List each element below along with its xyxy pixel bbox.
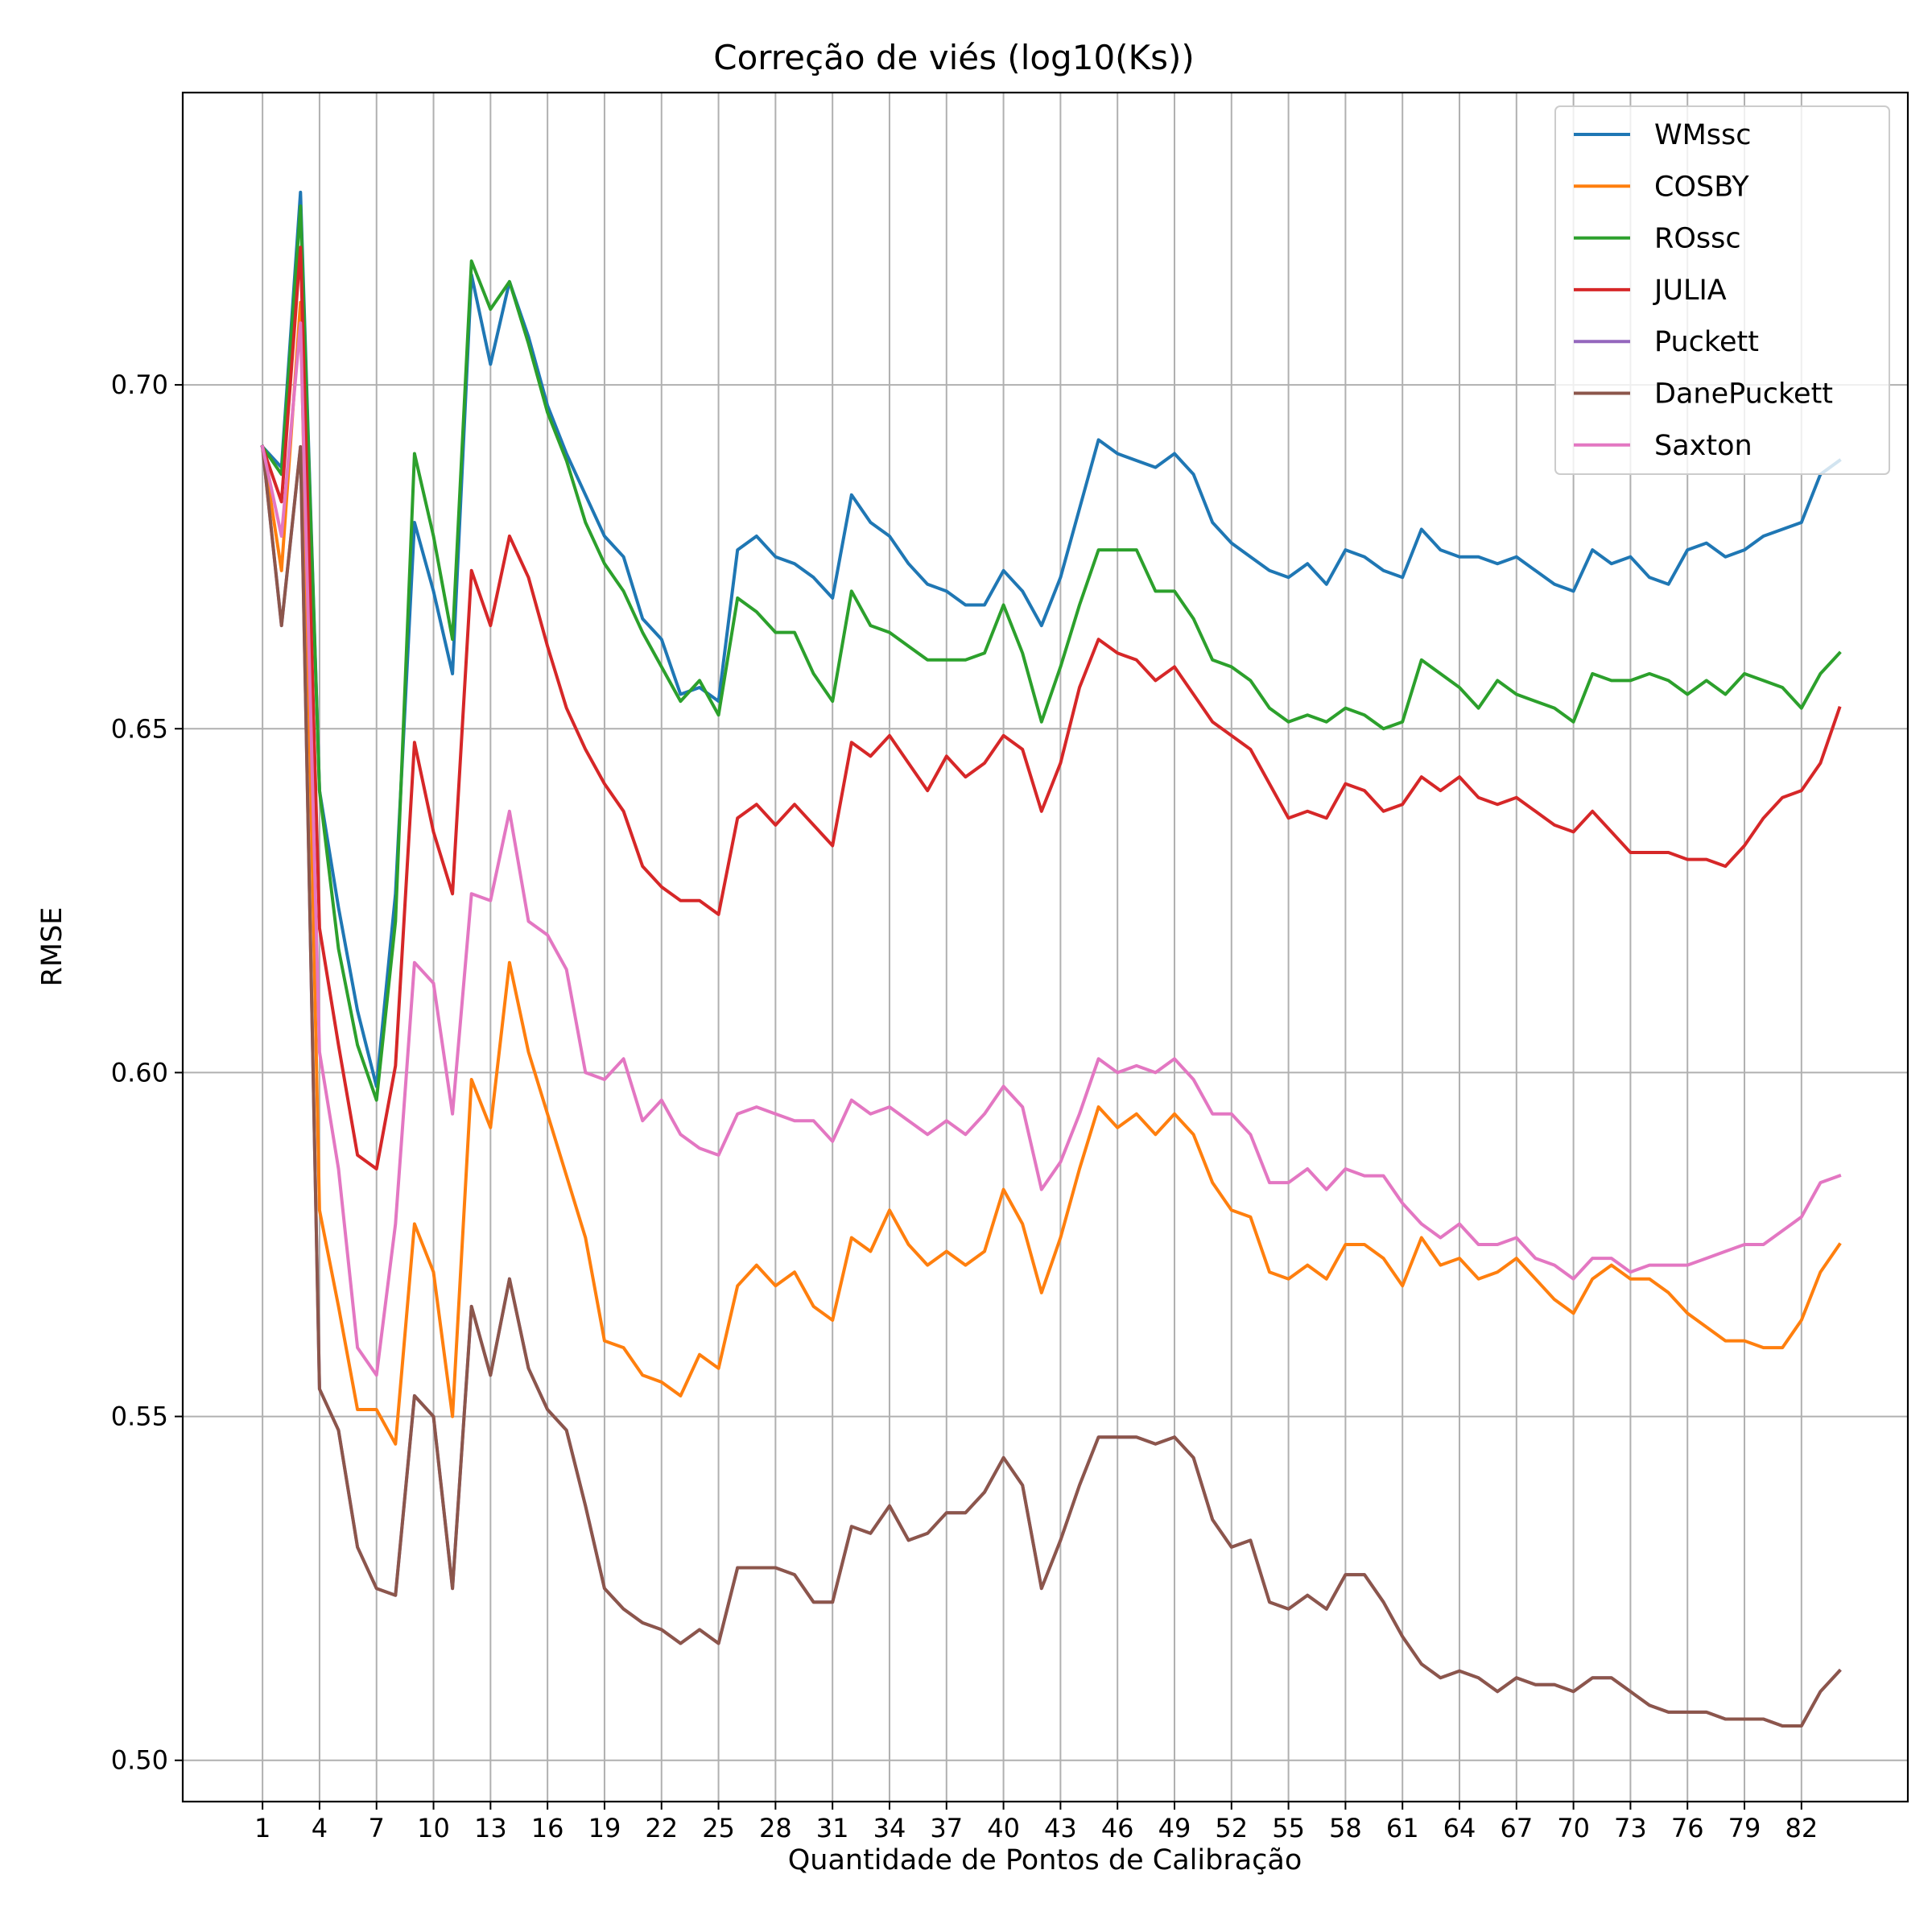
x-tick-label: 22 — [645, 1813, 678, 1843]
x-tick-label: 40 — [987, 1813, 1020, 1843]
x-tick-label: 31 — [816, 1813, 849, 1843]
x-axis-label: Quantidade de Pontos de Calibração — [788, 1844, 1302, 1876]
legend-label-julia: JULIA — [1653, 275, 1727, 307]
series-line-danepuckett — [260, 444, 1842, 1728]
legend-label-wmssc: WMssc — [1654, 119, 1752, 151]
x-tick-label: 13 — [474, 1813, 507, 1843]
y-tick-label: 0.65 — [111, 713, 168, 744]
series-line-cosby — [260, 300, 1842, 1446]
x-tick-label: 28 — [759, 1813, 792, 1843]
x-tick-label: 64 — [1443, 1813, 1476, 1843]
x-tick-label: 79 — [1728, 1813, 1761, 1843]
x-tick-label: 4 — [312, 1813, 328, 1843]
legend-label-puckett: Puckett — [1654, 326, 1759, 358]
x-tick-label: 76 — [1671, 1813, 1704, 1843]
legend-label-saxton: Saxton — [1654, 430, 1752, 462]
plot-frame — [181, 91, 1909, 1803]
x-tick-label: 82 — [1785, 1813, 1818, 1843]
x-tick-label: 43 — [1044, 1813, 1077, 1843]
x-tick-label: 37 — [930, 1813, 963, 1843]
series-line-rossc — [260, 204, 1842, 1102]
legend-label-danepuckett: DanePuckett — [1654, 378, 1833, 411]
y-tick-label: 0.55 — [111, 1402, 168, 1432]
legend-label-cosby: COSBY — [1654, 171, 1749, 203]
y-axis-label: RMSE — [36, 907, 68, 987]
x-tick-label: 1 — [254, 1813, 270, 1843]
x-tick-label: 10 — [417, 1813, 450, 1843]
x-tick-label: 73 — [1614, 1813, 1647, 1843]
series-line-wmssc — [260, 190, 1842, 1088]
x-tick-label: 49 — [1158, 1813, 1191, 1843]
y-axis-ticks: 0.50 0.55 0.60 0.65 0.70 — [111, 369, 183, 1776]
series-lines — [260, 190, 1842, 1728]
x-tick-label: 67 — [1500, 1813, 1533, 1843]
x-tick-label: 16 — [531, 1813, 564, 1843]
x-axis-ticks: 1 4 7 10 13 16 19 22 25 28 31 34 37 40 43 46 49 52 55 58 61 6… — [254, 1802, 1818, 1843]
x-tick-label: 25 — [702, 1813, 735, 1843]
chart-title: Correção de viés (log10(Ks)) — [713, 38, 1195, 77]
x-tick-label: 61 — [1386, 1813, 1419, 1843]
y-tick-label: 0.60 — [111, 1057, 168, 1088]
legend-label-rossc: ROssc — [1654, 223, 1741, 255]
y-tick-label: 0.70 — [111, 369, 168, 400]
legend: WMssc COSBY ROssc JULIA Puckett DanePuckett Sa… — [1554, 105, 1890, 475]
x-tick-label: 55 — [1272, 1813, 1305, 1843]
legend-items: WMssc COSBY ROssc JULIA Puckett DanePuckett Sa… — [1574, 119, 1833, 462]
legend-box — [1554, 105, 1890, 475]
x-tick-label: 7 — [369, 1813, 385, 1843]
x-tick-label: 52 — [1215, 1813, 1248, 1843]
x-tick-label: 70 — [1557, 1813, 1590, 1843]
y-tick-label: 0.50 — [111, 1745, 168, 1776]
x-tick-label: 46 — [1101, 1813, 1134, 1843]
grid — [183, 93, 1908, 1802]
series-line-saxton — [260, 321, 1842, 1377]
x-tick-label: 58 — [1329, 1813, 1362, 1843]
series-line-julia — [260, 246, 1842, 1170]
x-tick-label: 19 — [588, 1813, 621, 1843]
x-tick-label: 34 — [873, 1813, 906, 1843]
